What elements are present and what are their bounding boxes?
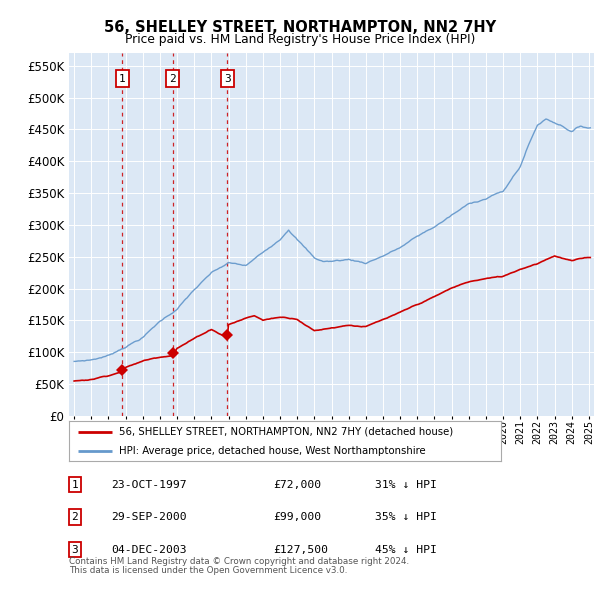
Text: 35% ↓ HPI: 35% ↓ HPI [375, 512, 437, 522]
Text: 3: 3 [224, 74, 230, 84]
Text: 29-SEP-2000: 29-SEP-2000 [111, 512, 187, 522]
Text: HPI: Average price, detached house, West Northamptonshire: HPI: Average price, detached house, West… [119, 446, 425, 456]
Text: Price paid vs. HM Land Registry's House Price Index (HPI): Price paid vs. HM Land Registry's House … [125, 33, 475, 46]
Text: 3: 3 [71, 545, 79, 555]
Text: 2: 2 [169, 74, 176, 84]
Text: £99,000: £99,000 [273, 512, 321, 522]
Text: This data is licensed under the Open Government Licence v3.0.: This data is licensed under the Open Gov… [69, 566, 347, 575]
Text: 31% ↓ HPI: 31% ↓ HPI [375, 480, 437, 490]
Text: 23-OCT-1997: 23-OCT-1997 [111, 480, 187, 490]
Text: Contains HM Land Registry data © Crown copyright and database right 2024.: Contains HM Land Registry data © Crown c… [69, 558, 409, 566]
Text: £127,500: £127,500 [273, 545, 328, 555]
Text: 56, SHELLEY STREET, NORTHAMPTON, NN2 7HY (detached house): 56, SHELLEY STREET, NORTHAMPTON, NN2 7HY… [119, 427, 453, 437]
Text: 56, SHELLEY STREET, NORTHAMPTON, NN2 7HY: 56, SHELLEY STREET, NORTHAMPTON, NN2 7HY [104, 20, 496, 35]
Text: 1: 1 [71, 480, 79, 490]
Text: 45% ↓ HPI: 45% ↓ HPI [375, 545, 437, 555]
Text: £72,000: £72,000 [273, 480, 321, 490]
Text: 1: 1 [119, 74, 126, 84]
Text: 04-DEC-2003: 04-DEC-2003 [111, 545, 187, 555]
Text: 2: 2 [71, 512, 79, 522]
